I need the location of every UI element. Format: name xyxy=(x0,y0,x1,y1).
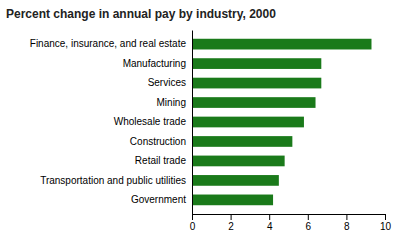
y-axis: Government Transportation and public util… xyxy=(30,31,193,215)
x-tick-label: 8 xyxy=(344,221,350,232)
x-tick-mark xyxy=(346,214,347,220)
y-tick-label: Wholesale trade xyxy=(114,116,187,127)
x-tick-mark xyxy=(192,214,193,220)
y-tick-label: Retail trade xyxy=(135,155,187,166)
x-tick: 10 xyxy=(380,214,392,232)
bar xyxy=(192,156,285,167)
y-tick: Transportation and public utilities xyxy=(40,175,186,186)
y-tick-label: Mining xyxy=(157,97,186,108)
bar xyxy=(192,97,316,108)
x-tick: 6 xyxy=(306,214,312,232)
x-tick-mark xyxy=(231,214,232,220)
plot: 0 2 4 6 8 10 Government Transportation and publ… xyxy=(30,31,392,233)
x-tick-label: 0 xyxy=(190,221,196,232)
y-tick: Government xyxy=(131,194,186,205)
y-tick: Construction xyxy=(130,136,186,147)
title: Percent change in annual pay by industry… xyxy=(6,7,276,21)
x-tick-label: 2 xyxy=(228,221,234,232)
bar xyxy=(192,136,292,147)
chart: Percent change in annual pay by industry… xyxy=(0,0,401,238)
bar xyxy=(192,58,321,69)
x-tick-label: 10 xyxy=(380,221,392,232)
y-tick: Retail trade xyxy=(135,155,187,166)
x-tick: 4 xyxy=(267,214,273,232)
y-tick: Finance, insurance, and real estate xyxy=(30,38,187,49)
y-tick-label: Government xyxy=(131,194,186,205)
x-tick: 0 xyxy=(190,214,196,232)
y-tick: Wholesale trade xyxy=(114,116,187,127)
y-tick-label: Construction xyxy=(130,136,186,147)
y-tick: Mining xyxy=(157,97,186,108)
x-tick: 2 xyxy=(228,214,234,232)
bar xyxy=(192,117,304,128)
y-axis-line xyxy=(192,31,193,215)
x-tick: 8 xyxy=(344,214,350,232)
x-tick-label: 4 xyxy=(267,221,273,232)
x-tick-label: 6 xyxy=(306,221,312,232)
y-tick-label: Transportation and public utilities xyxy=(40,175,186,186)
y-tick-label: Manufacturing xyxy=(123,58,186,69)
y-tick-label: Finance, insurance, and real estate xyxy=(30,38,187,49)
y-tick: Services xyxy=(148,77,186,88)
bar xyxy=(192,78,321,89)
x-tick-mark xyxy=(385,214,386,220)
x-axis-line xyxy=(193,215,386,221)
bars xyxy=(192,39,371,205)
x-tick-mark xyxy=(308,214,309,220)
bar xyxy=(192,175,279,186)
bar xyxy=(192,195,273,206)
y-tick: Manufacturing xyxy=(123,58,186,69)
x-axis: 0 2 4 6 8 10 xyxy=(190,214,392,232)
bar xyxy=(192,39,371,50)
x-tick-mark xyxy=(269,214,270,220)
y-tick-label: Services xyxy=(148,77,186,88)
